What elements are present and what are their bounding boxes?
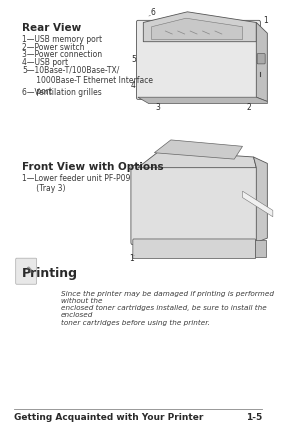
Text: 3—Power connection: 3—Power connection [22, 50, 102, 59]
Text: 5—10Base-T/100Base-TX/
      1000Base-T Ethernet Interface
      port: 5—10Base-T/100Base-TX/ 1000Base-T Ethern… [22, 66, 153, 95]
Polygon shape [254, 158, 267, 243]
FancyBboxPatch shape [133, 239, 256, 259]
Text: 1: 1 [129, 254, 134, 263]
Text: 4—USB port: 4—USB port [22, 58, 68, 67]
Text: 5: 5 [131, 55, 136, 64]
FancyBboxPatch shape [136, 21, 260, 100]
Text: 1-5: 1-5 [246, 412, 262, 421]
Text: 1: 1 [263, 17, 268, 26]
Text: ✎: ✎ [25, 265, 33, 276]
Polygon shape [255, 241, 266, 258]
Text: 1—USB memory port: 1—USB memory port [22, 35, 102, 44]
Text: 3: 3 [156, 103, 161, 112]
Text: Getting Acquainted with Your Printer: Getting Acquainted with Your Printer [14, 412, 203, 421]
Text: Printing: Printing [22, 266, 78, 279]
Text: 2—Power switch: 2—Power switch [22, 43, 85, 52]
Polygon shape [152, 19, 242, 40]
Polygon shape [154, 141, 242, 160]
Polygon shape [138, 98, 267, 104]
Polygon shape [242, 192, 273, 217]
Text: Rear View: Rear View [22, 23, 81, 33]
Text: 6—Ventilation grilles: 6—Ventilation grilles [22, 88, 102, 97]
Text: 2: 2 [247, 103, 251, 112]
FancyBboxPatch shape [131, 166, 260, 245]
Polygon shape [138, 151, 256, 168]
FancyBboxPatch shape [257, 55, 265, 65]
Polygon shape [143, 13, 256, 43]
Polygon shape [256, 23, 267, 102]
FancyBboxPatch shape [16, 259, 37, 285]
Text: Front View with Options: Front View with Options [22, 162, 164, 172]
Text: 6: 6 [150, 8, 155, 17]
Text: 1—Lower feeder unit PF-P09
      (Tray 3): 1—Lower feeder unit PF-P09 (Tray 3) [22, 173, 130, 193]
Text: Since the printer may be damaged if printing is performed without the
enclosed t: Since the printer may be damaged if prin… [61, 291, 274, 325]
Text: 4: 4 [131, 81, 136, 89]
